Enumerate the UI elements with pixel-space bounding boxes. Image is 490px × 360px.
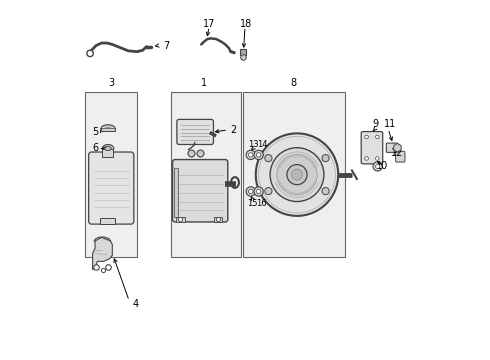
Text: 14: 14 xyxy=(257,140,267,149)
Text: 16: 16 xyxy=(256,199,267,208)
Circle shape xyxy=(277,154,317,195)
Bar xyxy=(172,92,242,257)
Bar xyxy=(214,217,222,222)
FancyBboxPatch shape xyxy=(172,159,228,222)
Text: 7: 7 xyxy=(163,41,169,50)
Text: 8: 8 xyxy=(291,78,296,88)
FancyBboxPatch shape xyxy=(395,151,405,162)
Circle shape xyxy=(256,134,338,216)
Bar xyxy=(174,168,178,217)
Bar xyxy=(243,92,345,257)
Circle shape xyxy=(254,187,263,196)
Circle shape xyxy=(373,162,382,171)
Circle shape xyxy=(254,150,263,159)
Text: 1: 1 xyxy=(201,78,208,88)
Bar xyxy=(102,149,113,157)
Bar xyxy=(100,219,115,224)
Circle shape xyxy=(256,153,261,157)
Circle shape xyxy=(246,187,255,196)
Text: 4: 4 xyxy=(133,299,139,309)
Circle shape xyxy=(322,154,329,162)
Circle shape xyxy=(375,157,379,160)
FancyBboxPatch shape xyxy=(361,132,383,164)
Circle shape xyxy=(246,150,255,159)
Text: 18: 18 xyxy=(240,19,252,29)
Text: 17: 17 xyxy=(203,19,215,29)
Circle shape xyxy=(248,189,253,194)
Circle shape xyxy=(265,188,272,195)
Circle shape xyxy=(292,169,302,180)
Circle shape xyxy=(375,164,380,168)
Bar xyxy=(85,92,137,257)
Circle shape xyxy=(265,154,272,162)
Circle shape xyxy=(87,50,93,57)
Text: 6: 6 xyxy=(93,143,98,153)
Text: 5: 5 xyxy=(92,127,98,136)
Ellipse shape xyxy=(101,125,115,131)
FancyBboxPatch shape xyxy=(89,152,134,224)
Text: 3: 3 xyxy=(108,78,115,88)
Polygon shape xyxy=(93,237,112,270)
FancyBboxPatch shape xyxy=(386,143,398,152)
Ellipse shape xyxy=(105,146,111,150)
Text: 11: 11 xyxy=(384,120,396,129)
Circle shape xyxy=(365,157,368,160)
Text: 10: 10 xyxy=(376,161,388,171)
Text: 9: 9 xyxy=(373,120,379,129)
Ellipse shape xyxy=(102,144,114,152)
Circle shape xyxy=(256,189,261,194)
Text: 15: 15 xyxy=(247,199,258,208)
Circle shape xyxy=(322,188,329,195)
Bar xyxy=(101,128,115,131)
Text: 2: 2 xyxy=(230,125,237,135)
Circle shape xyxy=(365,135,368,139)
Circle shape xyxy=(270,148,324,202)
Circle shape xyxy=(287,165,307,185)
Text: 12: 12 xyxy=(391,148,404,158)
Circle shape xyxy=(375,135,379,139)
Text: 13: 13 xyxy=(248,140,259,149)
Circle shape xyxy=(248,153,253,157)
Bar xyxy=(176,217,185,222)
FancyBboxPatch shape xyxy=(177,120,214,144)
